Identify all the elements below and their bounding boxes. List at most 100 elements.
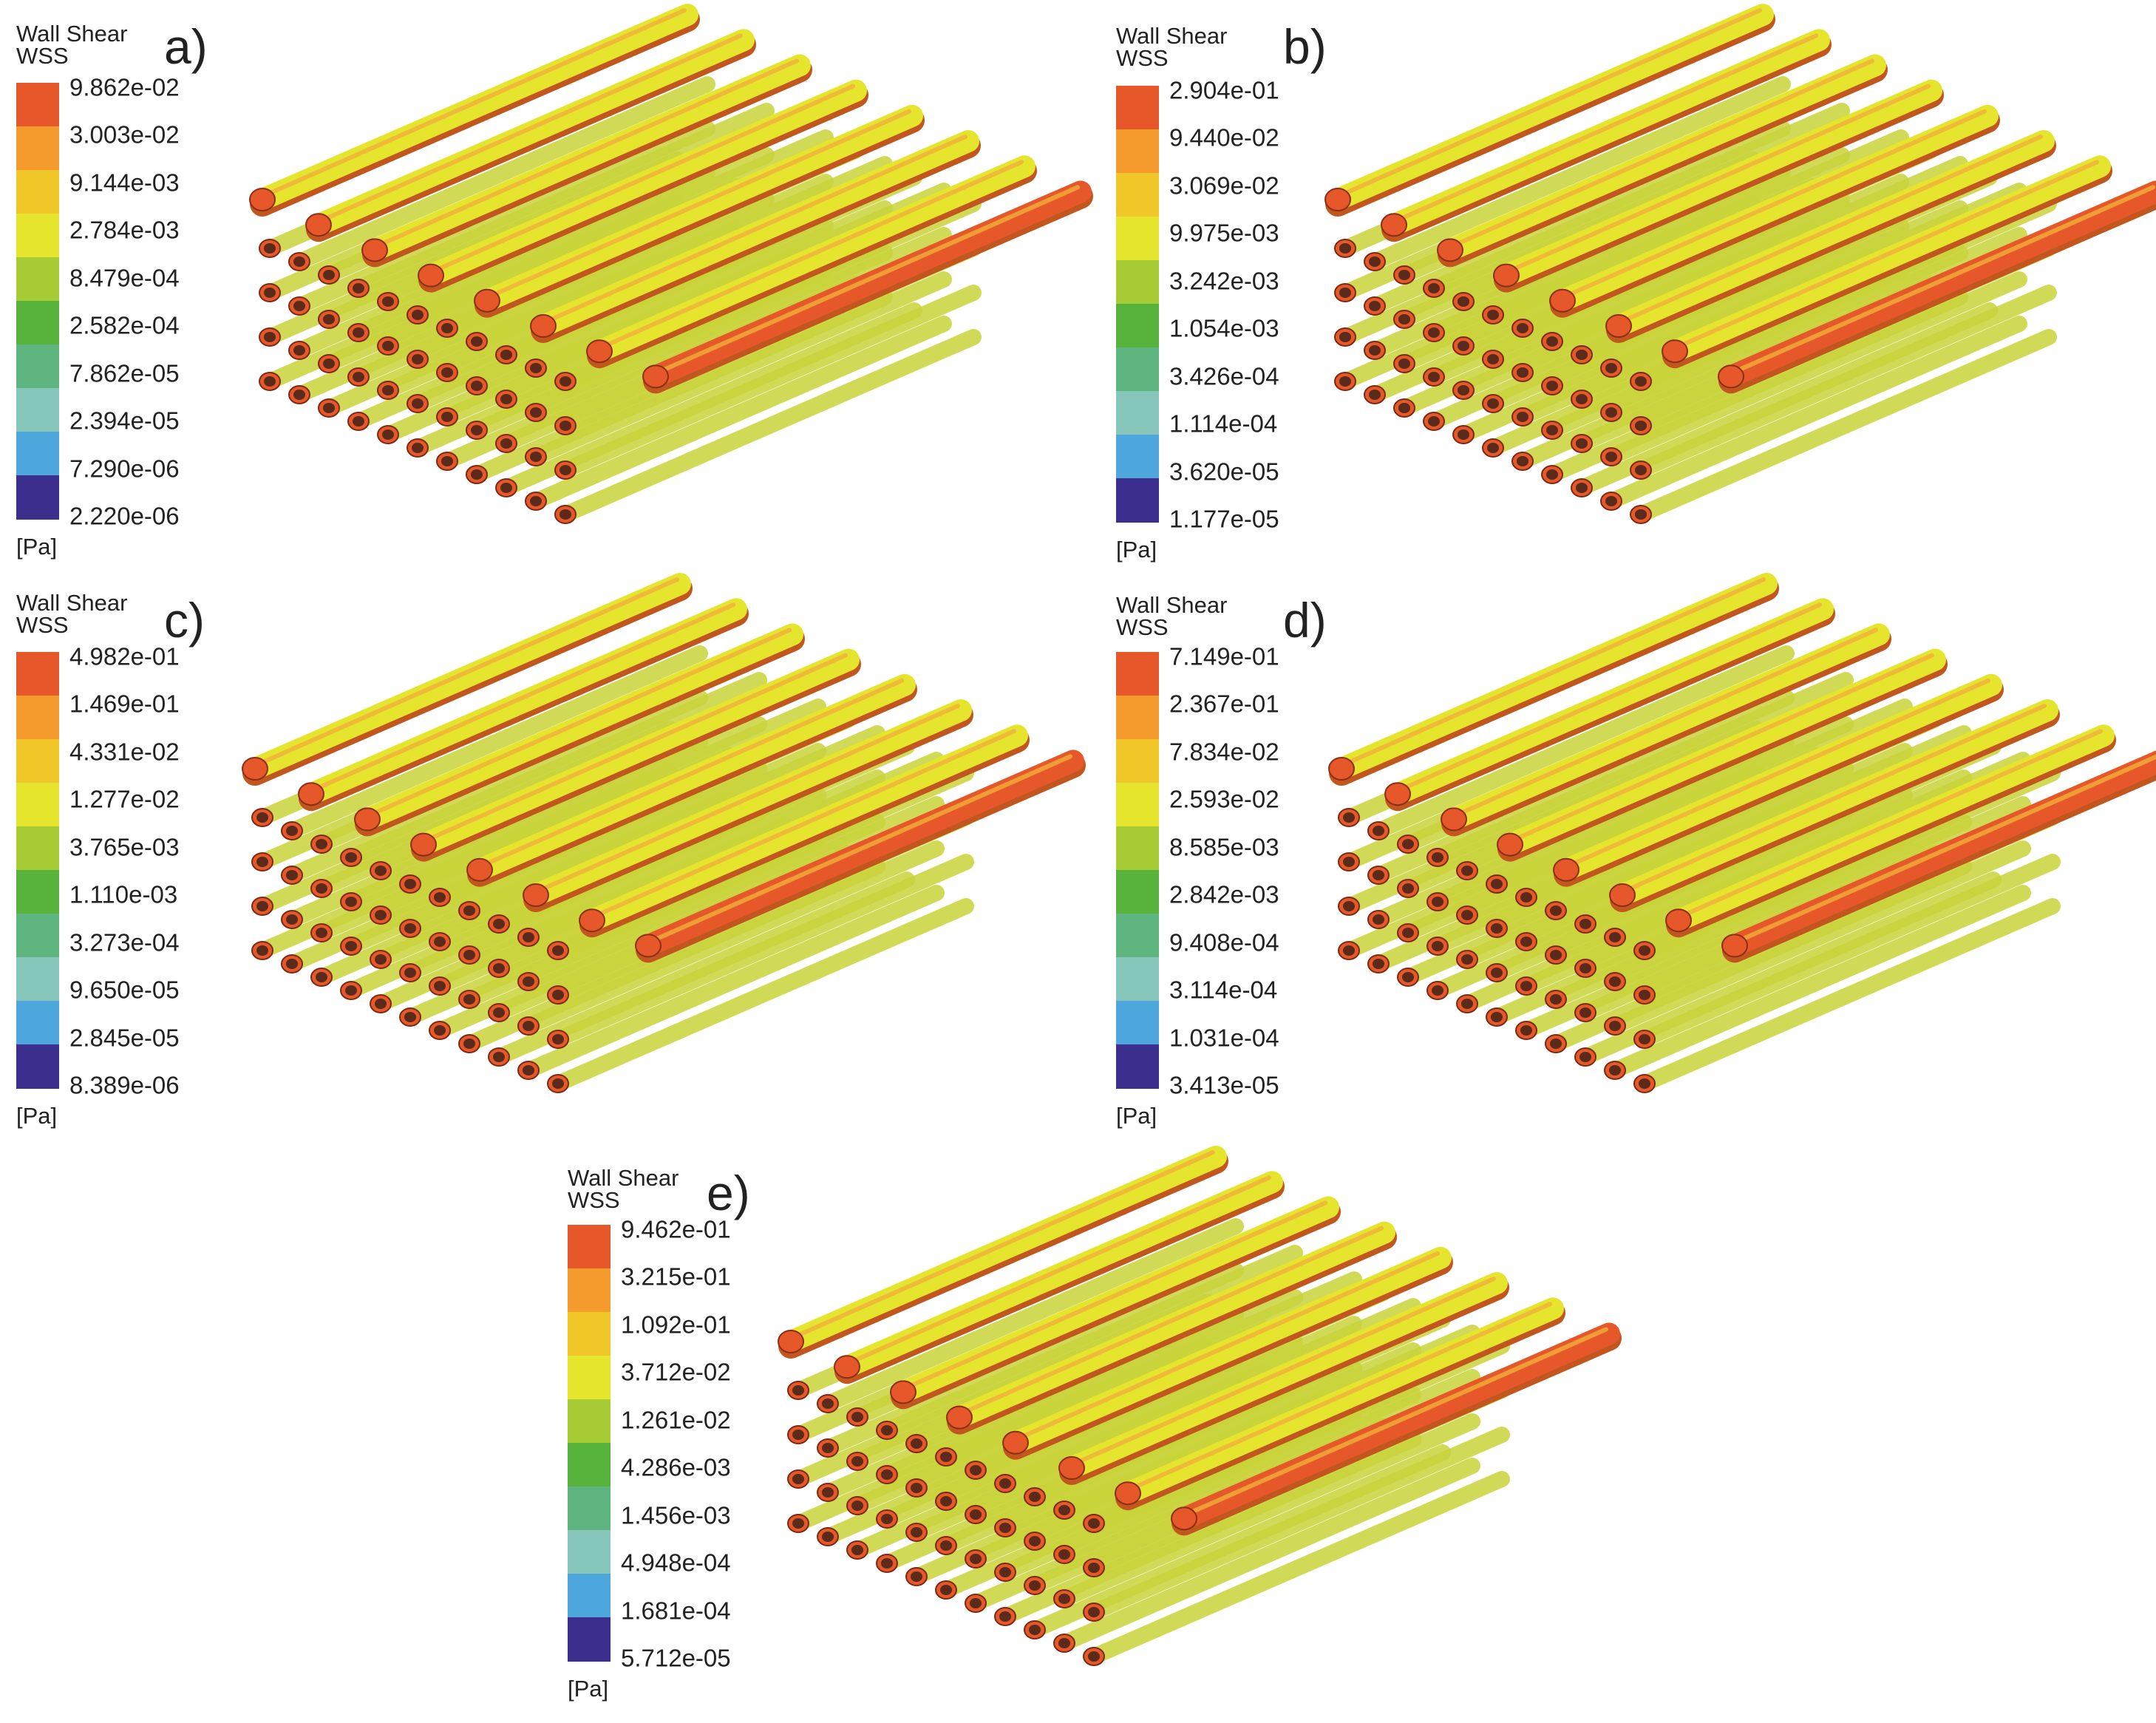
colorbar-tick-label: 3.069e-02 bbox=[1169, 171, 1279, 200]
colorbar-swatch bbox=[568, 1486, 611, 1531]
panel-letter: b) bbox=[1283, 19, 1327, 74]
rod-end bbox=[418, 263, 444, 288]
unit-label: [Pa] bbox=[16, 1103, 58, 1129]
rod bbox=[1667, 724, 2115, 932]
rod bbox=[1551, 104, 1999, 312]
rod-end-core bbox=[412, 310, 424, 320]
rod-end-core bbox=[1639, 990, 1650, 1000]
colorbar-swatch bbox=[16, 870, 59, 914]
rod-highlight bbox=[656, 185, 1080, 375]
rod bbox=[461, 725, 885, 919]
rod-end-core bbox=[375, 999, 387, 1009]
colorbar-tick-label: 2.593e-02 bbox=[1169, 785, 1279, 813]
colorbar bbox=[1116, 86, 1159, 523]
rod-highlight bbox=[432, 84, 855, 273]
rod-end-core bbox=[1576, 483, 1588, 493]
rod bbox=[1443, 623, 1890, 831]
colorbar-swatch bbox=[16, 388, 59, 432]
unit-label: [Pa] bbox=[1116, 537, 1157, 563]
rod bbox=[1633, 285, 2057, 478]
colorbar-tick-label: 7.290e-06 bbox=[69, 455, 180, 483]
rod-end-core bbox=[1432, 985, 1443, 996]
rod-end bbox=[1437, 238, 1463, 262]
rod-end-core bbox=[256, 945, 268, 956]
rod-end-core bbox=[1088, 1651, 1100, 1662]
rod bbox=[409, 129, 834, 323]
rod-end-core bbox=[1343, 812, 1355, 823]
rod bbox=[520, 796, 945, 990]
rod-end-core bbox=[911, 1483, 922, 1493]
rod-end-core bbox=[463, 950, 475, 960]
rod-end-core bbox=[1491, 879, 1503, 889]
rod-end-core bbox=[345, 985, 357, 996]
rod bbox=[1383, 29, 1830, 237]
rod bbox=[1607, 840, 2031, 1034]
rod-end-core bbox=[822, 1532, 834, 1542]
rod-end-core bbox=[999, 1611, 1011, 1622]
rod-highlight bbox=[1451, 58, 1874, 248]
legend-variable: WSS bbox=[16, 612, 69, 638]
colorbar-swatch bbox=[1116, 260, 1159, 305]
rod-end-core bbox=[1343, 857, 1355, 867]
colorbar-swatch bbox=[568, 1574, 611, 1618]
rod-end-core bbox=[323, 358, 335, 369]
rod bbox=[520, 885, 945, 1078]
rod-end-core bbox=[345, 897, 357, 907]
rod bbox=[476, 104, 923, 312]
rod-end-core bbox=[1428, 283, 1440, 293]
colorbar-swatch bbox=[1116, 217, 1159, 261]
rod-end-core bbox=[1458, 429, 1469, 440]
rod-end-core bbox=[530, 407, 542, 418]
rod-end-core bbox=[999, 1478, 1011, 1489]
colorbar-tick-label: 3.003e-02 bbox=[69, 120, 180, 149]
colorbar-swatch bbox=[1116, 652, 1159, 696]
rod bbox=[364, 54, 811, 262]
rod-end-core bbox=[1609, 1065, 1621, 1075]
rod-end-core bbox=[999, 1523, 1011, 1533]
rod-end-core bbox=[434, 981, 446, 991]
rod bbox=[557, 285, 982, 478]
rod-end-core bbox=[353, 372, 364, 382]
rod bbox=[300, 598, 747, 806]
rod-end bbox=[1718, 364, 1744, 389]
colorbar-tick-label: 1.456e-03 bbox=[621, 1501, 731, 1529]
rod-end-core bbox=[293, 256, 305, 267]
rod bbox=[284, 645, 708, 839]
rod-end-core bbox=[1546, 336, 1558, 347]
rod-end-core bbox=[1339, 288, 1351, 298]
rod-end-core bbox=[1517, 367, 1528, 378]
rod bbox=[1607, 796, 2031, 990]
rod-end bbox=[635, 934, 662, 958]
colorbar-tick-label: 7.149e-01 bbox=[1169, 642, 1279, 670]
rod bbox=[532, 130, 979, 337]
rod-end-core bbox=[940, 1452, 952, 1462]
rod-end-core bbox=[1398, 314, 1410, 324]
rod-end-core bbox=[523, 976, 534, 987]
scaffold-render bbox=[242, 573, 1086, 1093]
colorbar-swatch bbox=[16, 696, 59, 740]
rod bbox=[1555, 673, 2002, 881]
rod bbox=[1608, 130, 2055, 337]
scaffold-render bbox=[1324, 4, 2156, 524]
rod-end-core bbox=[940, 1540, 952, 1551]
rod-end-core bbox=[1635, 421, 1647, 431]
rod-end bbox=[1002, 1430, 1029, 1455]
rod bbox=[1636, 898, 2061, 1092]
rod-end-core bbox=[851, 1545, 863, 1555]
rod-end-core bbox=[434, 1025, 446, 1036]
colorbar-tick-label: 1.110e-03 bbox=[69, 880, 178, 908]
rod-end-core bbox=[434, 892, 446, 903]
colorbar-tick-label: 1.031e-04 bbox=[1169, 1024, 1279, 1052]
rod-highlight bbox=[1455, 628, 1878, 818]
rod bbox=[1367, 76, 1791, 270]
rod-end-core bbox=[1487, 310, 1499, 320]
rod-end-core bbox=[1058, 1549, 1070, 1560]
colorbar-tick-label: 3.273e-04 bbox=[69, 928, 180, 956]
rod-end-core bbox=[441, 456, 453, 466]
rod bbox=[350, 103, 775, 296]
rod-end-core bbox=[552, 990, 564, 1000]
rod-end-core bbox=[1491, 968, 1503, 978]
rod-highlight bbox=[960, 1226, 1384, 1416]
rod bbox=[948, 1221, 1395, 1429]
rod-highlight bbox=[1185, 1327, 1608, 1517]
